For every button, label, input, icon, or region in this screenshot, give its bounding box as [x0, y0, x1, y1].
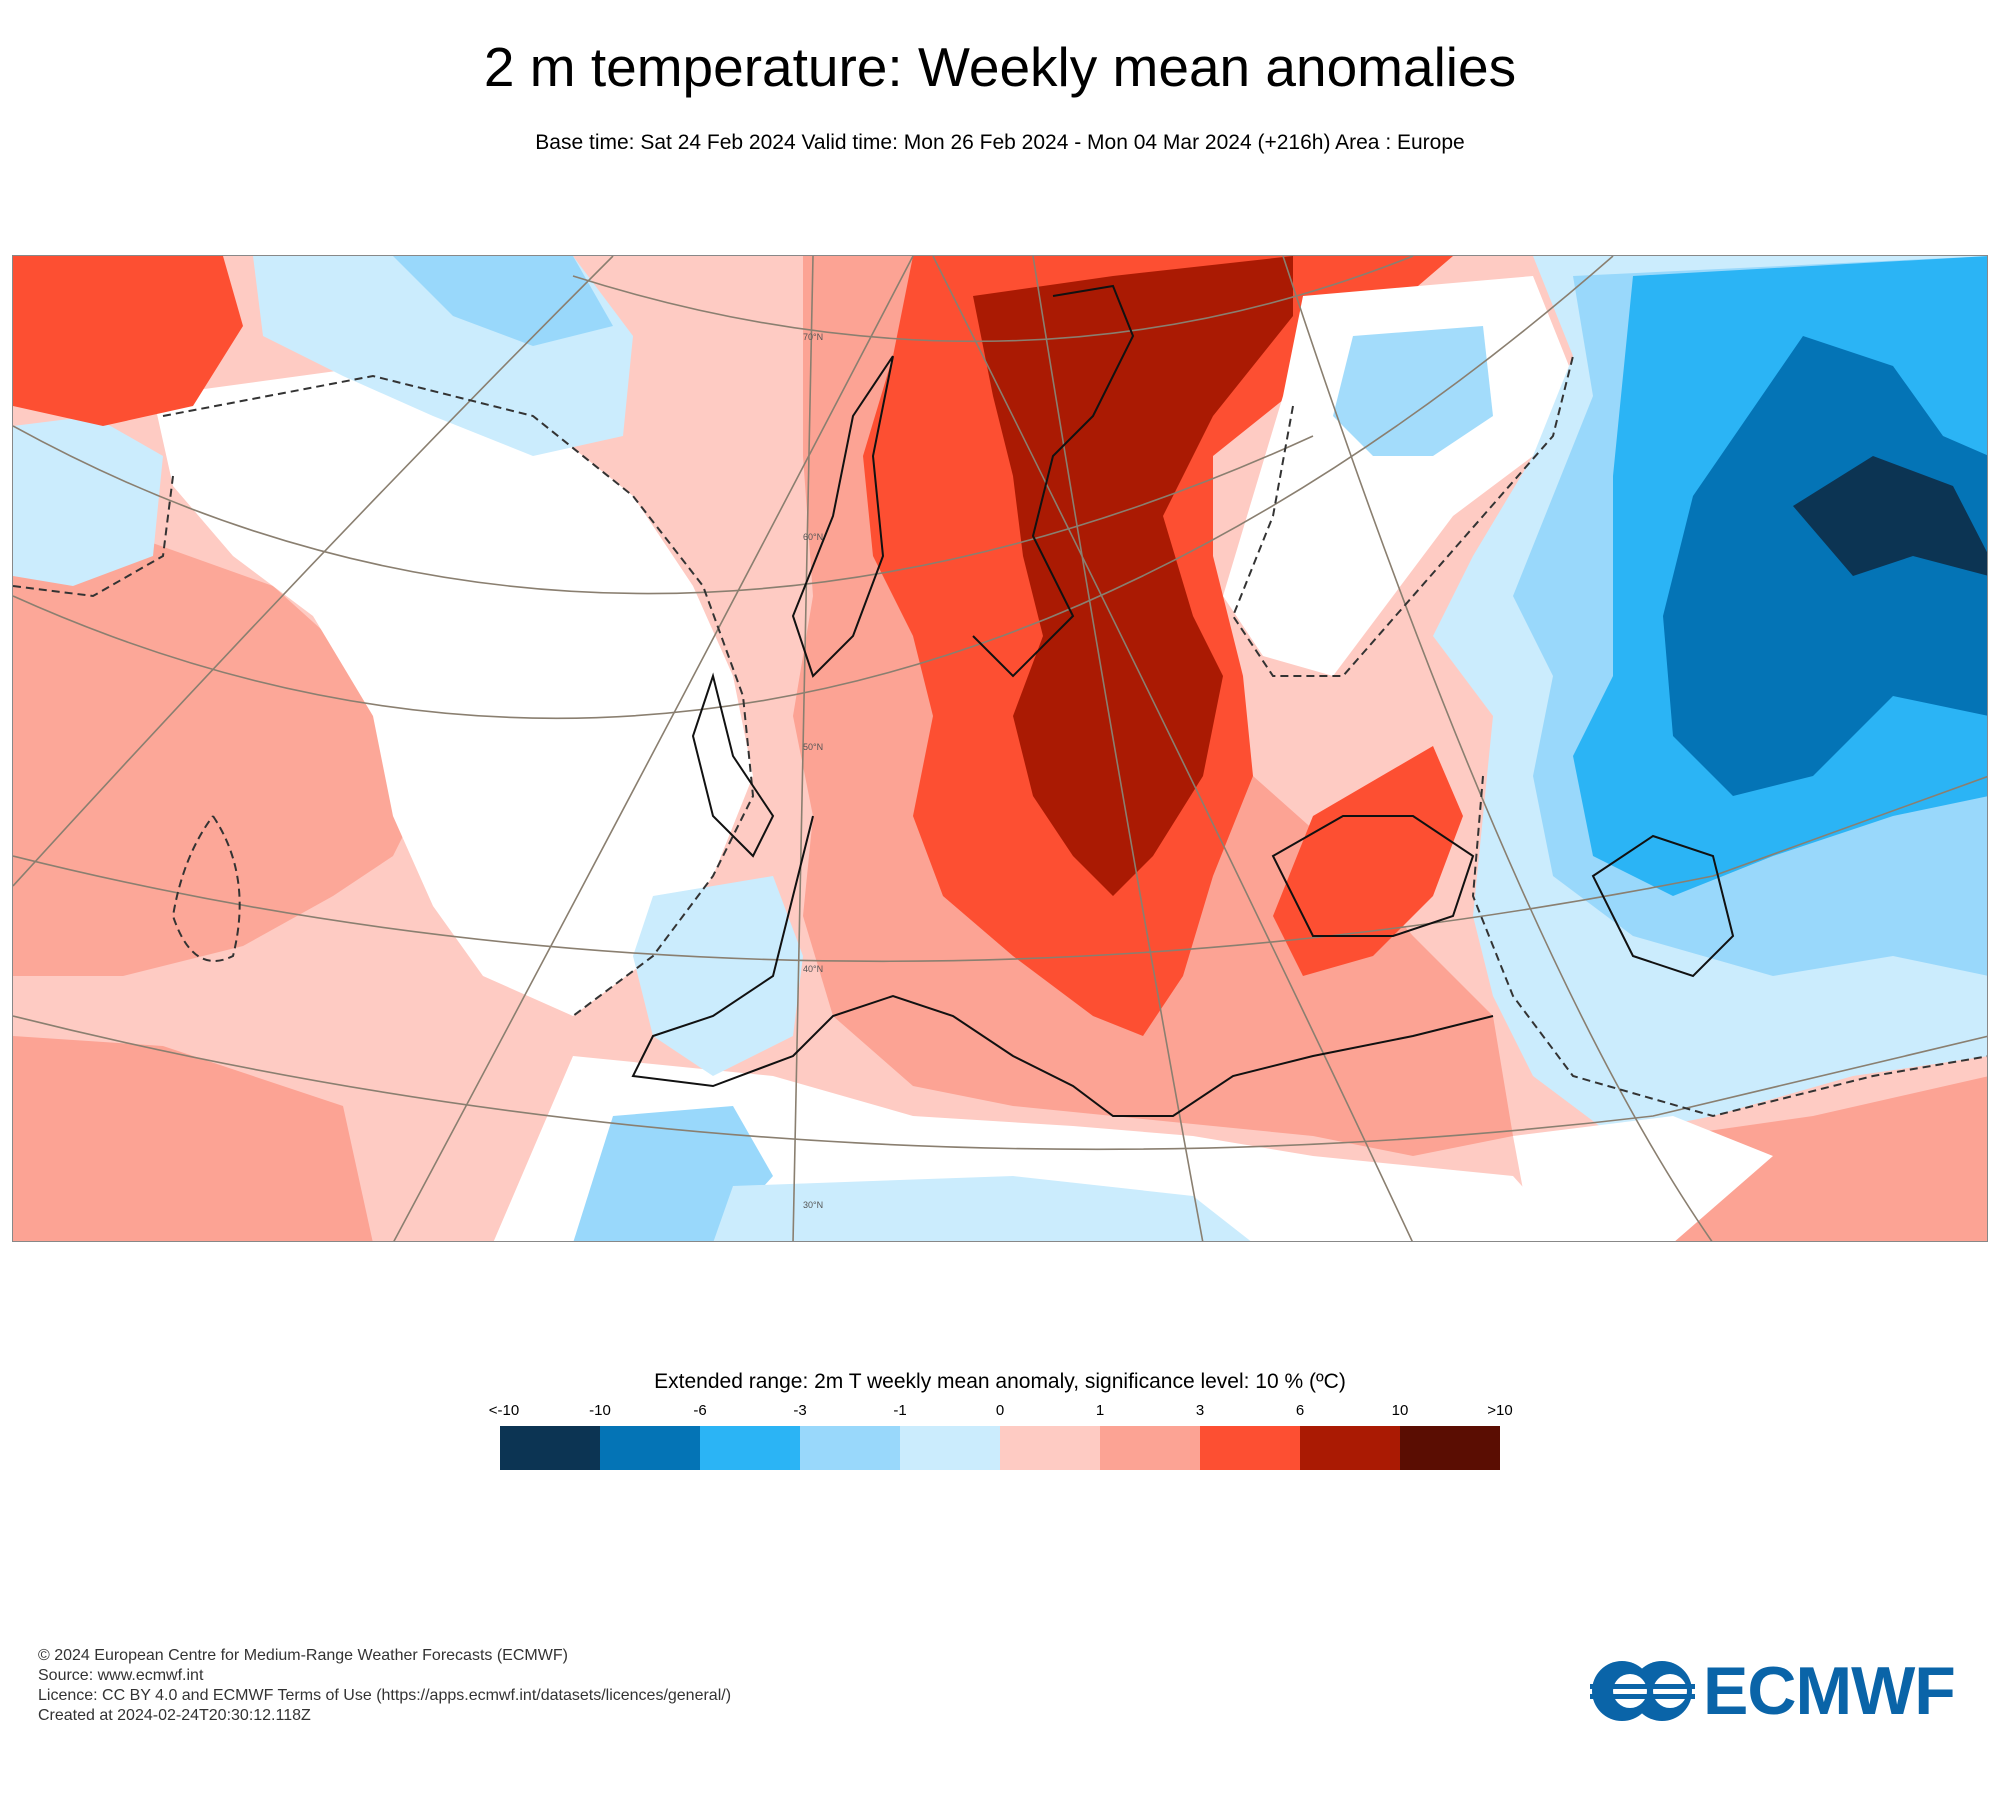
warm-middle-east — [1653, 1076, 1987, 1241]
warm-atlantic-sw — [13, 536, 433, 976]
neutral-middle-east — [1513, 1116, 1773, 1241]
cool-west-atlantic — [13, 416, 163, 586]
cool-north-africa — [573, 1106, 773, 1241]
neutral-atlantic — [153, 366, 753, 1016]
legend-tick: -10 — [589, 1402, 611, 1419]
legend-ticks: <-10 -10 -6 -3 -1 0 1 3 6 10 >10 — [0, 1402, 2000, 1422]
legend-tick: >10 — [1487, 1402, 1513, 1419]
cool-greenland — [393, 256, 613, 346]
footer-licence: Licence: CC BY 4.0 and ECMWF Terms of Us… — [38, 1687, 732, 1704]
legend-swatch — [1400, 1426, 1500, 1470]
legend-tick: -1 — [893, 1402, 907, 1419]
warm-northwest-corner — [13, 256, 243, 426]
lat-label-70: 70°N — [803, 332, 823, 342]
lat-label-40: 40°N — [803, 964, 823, 974]
extreme-cold-east — [1793, 456, 1987, 576]
lat-label-30: 30°N — [803, 1200, 823, 1210]
legend-colorbar — [500, 1426, 1500, 1470]
legend-tick: -6 — [693, 1402, 707, 1419]
lat-label-60: 60°N — [803, 532, 823, 542]
ecmwf-logo-text: ECMWF — [1703, 1653, 1956, 1729]
legend-title: Extended range: 2m T weekly mean anomaly… — [654, 1370, 1346, 1393]
footer-credits: © 2024 European Centre for Medium-Range … — [38, 1646, 731, 1726]
very-cold-east — [1663, 336, 1987, 796]
footer-created: Created at 2024-02-24T20:30:12.118Z — [38, 1707, 311, 1724]
legend-swatch — [1100, 1426, 1200, 1470]
legend-swatch — [800, 1426, 900, 1470]
significance-contours — [13, 355, 1987, 1118]
very-strong-warm-core — [973, 256, 1293, 896]
graticule — [13, 256, 1987, 1241]
warm-atlantic-south — [13, 1036, 373, 1241]
footer-copyright: © 2024 European Centre for Medium-Range … — [38, 1647, 568, 1664]
lat-label-50: 50°N — [803, 742, 823, 752]
chart-subtitle: Base time: Sat 24 Feb 2024 Valid time: M… — [535, 131, 1465, 154]
legend-swatch — [700, 1426, 800, 1470]
ecmwf-logo-icon — [1590, 1661, 1695, 1721]
coastlines — [631, 284, 1735, 1117]
ecmwf-logo: ECMWF — [1590, 1655, 1965, 1727]
legend-swatch — [500, 1426, 600, 1470]
cool-sahara — [713, 1176, 1251, 1241]
legend-swatch — [1000, 1426, 1100, 1470]
anomaly-map: 70°N 60°N 50°N 40°N 30°N — [12, 255, 1988, 1242]
legend-tick: 1 — [1095, 1402, 1105, 1419]
legend-swatch — [1300, 1426, 1400, 1470]
legend-tick: 0 — [995, 1402, 1005, 1419]
legend-tick: <-10 — [488, 1402, 520, 1419]
legend-swatch — [900, 1426, 1000, 1470]
cool-finland-russia — [1333, 326, 1493, 456]
legend-tick: 3 — [1195, 1402, 1205, 1419]
legend-tick: 6 — [1295, 1402, 1305, 1419]
footer-source: Source: www.ecmwf.int — [38, 1667, 204, 1684]
legend-tick: -3 — [793, 1402, 807, 1419]
legend-swatch — [600, 1426, 700, 1470]
legend-tick: 10 — [1391, 1402, 1409, 1419]
chart-title: 2 m temperature: Weekly mean anomalies — [483, 36, 1517, 98]
warm-black-sea — [1273, 746, 1463, 976]
latitude-labels: 70°N 60°N 50°N 40°N 30°N — [803, 332, 823, 1210]
legend-swatch — [1200, 1426, 1300, 1470]
